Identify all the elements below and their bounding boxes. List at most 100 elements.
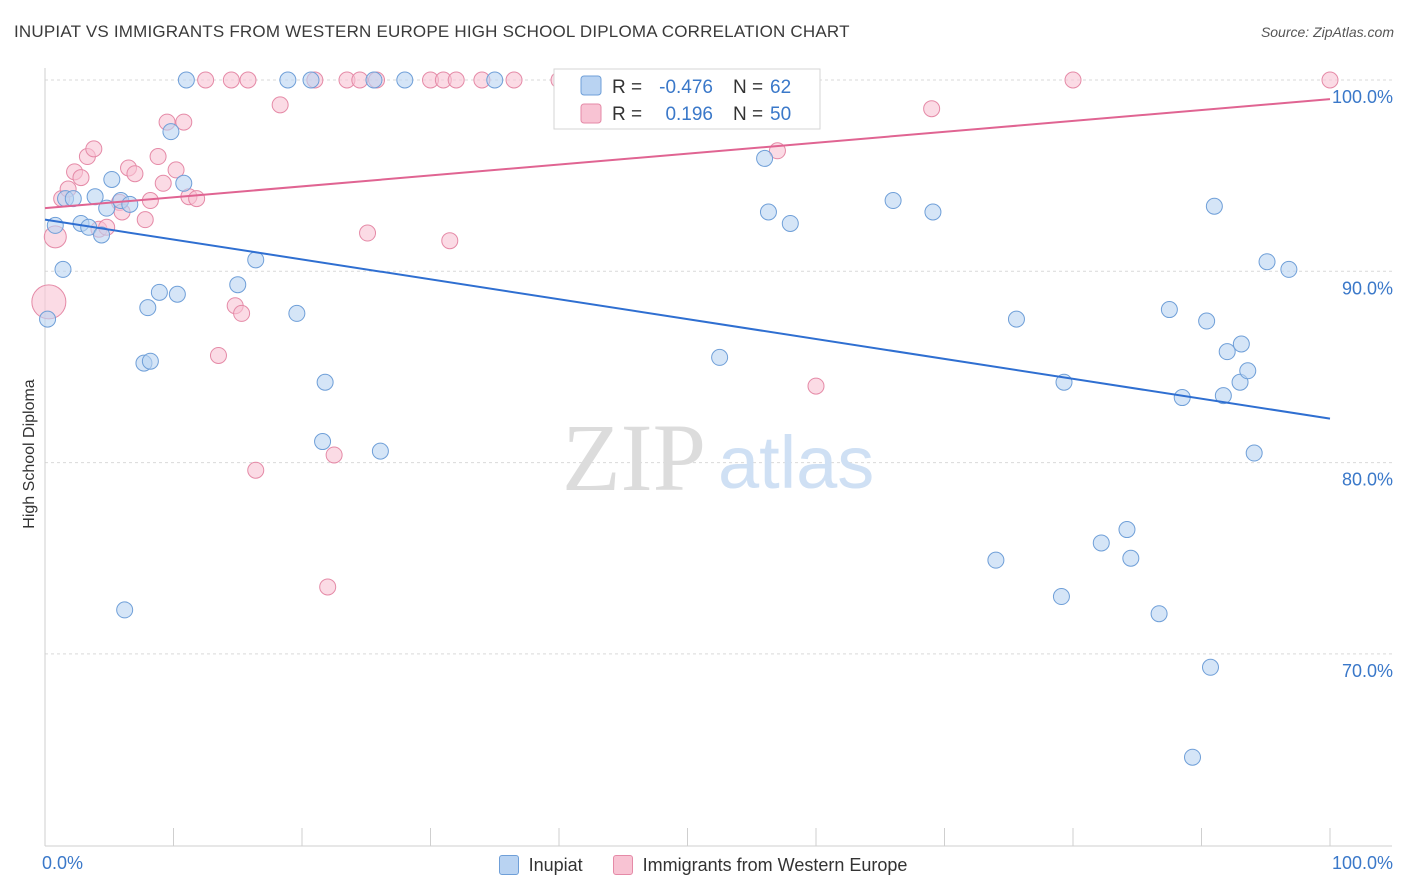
western-europe-point [136, 211, 154, 229]
stats-n-label-1: N = [733, 77, 763, 98]
western-europe-point [1321, 71, 1339, 89]
western-europe-point [209, 346, 227, 364]
western-europe-point [505, 71, 523, 89]
western-europe-point [85, 140, 103, 158]
legend-label-western-europe: Immigrants from Western Europe [642, 854, 908, 875]
western-europe-point [447, 71, 465, 89]
inupiat-point [279, 71, 297, 89]
inupiat-point [150, 283, 168, 301]
western-europe-point [222, 71, 240, 89]
inupiat-point [781, 214, 799, 232]
western-europe-point [149, 148, 167, 166]
inupiat-point [1092, 534, 1110, 552]
watermark: ZIP atlas [562, 404, 874, 511]
inupiat-point [54, 260, 72, 278]
western-europe-point [807, 377, 825, 395]
inupiat-point [1052, 588, 1070, 606]
stats-swatch-blue [580, 75, 602, 96]
western-europe-point [126, 165, 144, 183]
inupiat-point [1245, 444, 1263, 462]
y-tick-label: 80.0% [1342, 470, 1393, 490]
inupiat-point [139, 299, 157, 317]
inupiat-point [314, 433, 332, 451]
y-tick-label: 70.0% [1342, 661, 1393, 681]
inupiat-point [365, 71, 383, 89]
western-europe-point [239, 71, 257, 89]
western-europe-point [154, 174, 172, 192]
y-axis-label: High School Diploma [21, 379, 38, 529]
stats-box: R = -0.476 N = 62 R = 0.196 N = 50 [553, 68, 821, 130]
western-europe-point [271, 96, 289, 114]
western-europe-point [167, 161, 185, 179]
inupiat-point [884, 192, 902, 210]
inupiat-point [64, 190, 82, 208]
western-europe-point [247, 461, 265, 479]
x-tick-label: 0.0% [42, 853, 83, 873]
inupiat-point [302, 71, 320, 89]
stats-r-value-2: 0.196 [665, 104, 713, 125]
inupiat-point [1198, 312, 1216, 330]
blue-series-points [39, 71, 1298, 766]
inupiat-point [1201, 658, 1219, 676]
stats-swatch-pink [580, 103, 602, 124]
stats-n-value-1: 62 [770, 77, 791, 98]
watermark-zip: ZIP [562, 404, 706, 511]
inupiat-point [103, 170, 121, 188]
inupiat-point [756, 149, 774, 167]
inupiat-point [1258, 253, 1276, 271]
watermark-atlas: atlas [718, 421, 874, 504]
western-europe-point [325, 446, 343, 464]
western-europe-point [359, 224, 377, 242]
inupiat-point [1280, 260, 1298, 278]
inupiat-point [711, 348, 729, 366]
inupiat-point [288, 304, 306, 322]
inupiat-point [93, 226, 111, 244]
gridlines [45, 79, 1392, 655]
axes [44, 68, 1392, 847]
inupiat-point [1218, 343, 1236, 361]
inupiat-point [1122, 549, 1140, 567]
western-europe-point [197, 71, 215, 89]
source-label: Source: ZipAtlas.com [1260, 24, 1394, 40]
western-europe-trend-line [44, 98, 1331, 210]
inupiat-point [229, 276, 247, 294]
stats-r-value-1: -0.476 [659, 77, 713, 98]
legend-item-western-europe[interactable]: Immigrants from Western Europe [612, 854, 908, 876]
tick-labels: 100.0% 90.0% 80.0% 70.0% 0.0% 100.0% [42, 87, 1393, 873]
inupiat-point [141, 352, 159, 370]
inupiat-point [247, 251, 265, 269]
western-europe-point [319, 578, 337, 596]
legend-label-inupiat: Inupiat [528, 854, 583, 875]
inupiat-point [1184, 748, 1202, 766]
source-credit: Source: ZipAtlas.com [1261, 24, 1394, 40]
inupiat-point [396, 71, 414, 89]
inupiat-point [486, 71, 504, 89]
inupiat-trend-line [44, 218, 1331, 420]
inupiat-point [177, 71, 195, 89]
chart-title: INUPIAT VS IMMIGRANTS FROM WESTERN EUROP… [14, 22, 850, 41]
inupiat-point [1007, 310, 1025, 328]
stats-r-label-2: R = [612, 104, 642, 125]
legend: Inupiat Immigrants from Western Europe [0, 848, 1406, 882]
inupiat-point [316, 373, 334, 391]
legend-swatch-pink [612, 855, 633, 875]
western-europe-point [175, 113, 193, 131]
western-europe-point [188, 190, 206, 208]
inupiat-point [39, 310, 57, 328]
inupiat-point [162, 123, 180, 141]
western-europe-point [923, 100, 941, 118]
western-europe-point [441, 232, 459, 250]
legend-item-inupiat[interactable]: Inupiat [498, 854, 583, 876]
western-europe-point [233, 304, 251, 322]
inupiat-point [987, 551, 1005, 569]
inupiat-point [1150, 605, 1168, 623]
pink-series-points [31, 71, 1339, 596]
y-tick-label: 90.0% [1342, 278, 1393, 298]
stats-n-label-2: N = [733, 104, 763, 125]
inupiat-point [1239, 362, 1257, 380]
legend-swatch-blue [498, 855, 519, 875]
inupiat-point [1160, 301, 1178, 319]
inupiat-point [168, 285, 186, 303]
inupiat-point [1205, 197, 1223, 215]
